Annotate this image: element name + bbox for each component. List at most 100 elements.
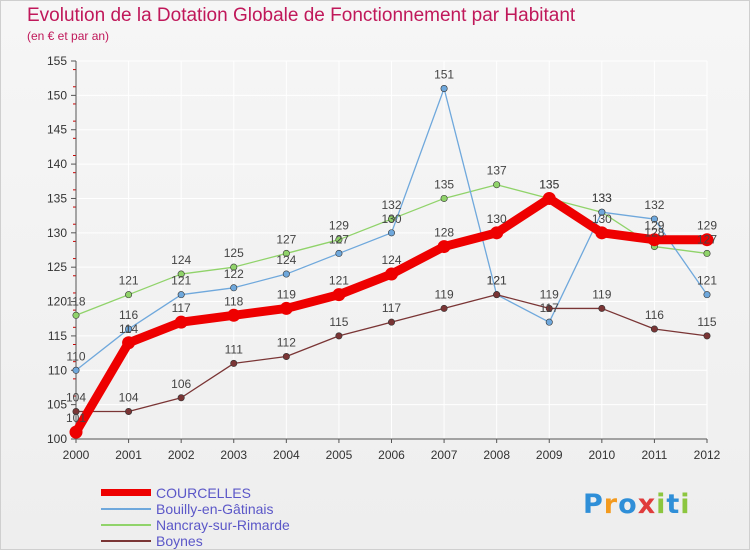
- data-point-courcelles: [279, 301, 293, 315]
- x-tick-label: 2010: [588, 448, 615, 462]
- data-label-courcelles: 128: [434, 226, 454, 240]
- data-point-boynes: [72, 408, 80, 416]
- proxiti-logo: Proxiti: [583, 489, 691, 520]
- data-label-courcelles: 119: [277, 287, 296, 301]
- data-point-boynes: [440, 304, 448, 312]
- data-label-boynes: 119: [592, 287, 611, 301]
- y-tick-label: 140: [47, 157, 67, 171]
- data-label-boynes: 106: [171, 377, 191, 391]
- data-point-courcelles: [437, 240, 451, 254]
- data-point-bouilly-en-g-tinais: [598, 208, 606, 216]
- data-label-nancray-sur-rimarde: 135: [539, 177, 559, 191]
- data-label-boynes: 115: [697, 315, 716, 329]
- data-point-nancray-sur-rimarde: [703, 249, 711, 257]
- legend-swatch-courcelles: [101, 489, 151, 496]
- logo-letter-2: r: [603, 489, 619, 520]
- data-point-boynes: [598, 304, 606, 312]
- data-label-boynes: 116: [645, 308, 664, 322]
- data-label-bouilly-en-g-tinais: 124: [276, 253, 296, 267]
- data-point-courcelles: [647, 233, 661, 247]
- data-label-bouilly-en-g-tinais: 110: [66, 349, 85, 363]
- y-tick-label: 120: [47, 295, 67, 309]
- data-label-courcelles: 129: [644, 219, 664, 233]
- data-point-boynes: [650, 325, 658, 333]
- chart-title: Evolution de la Dotation Globale de Fonc…: [27, 5, 576, 26]
- data-label-nancray-sur-rimarde: 125: [224, 246, 244, 260]
- data-label-courcelles: 135: [539, 177, 559, 191]
- data-label-courcelles: 130: [487, 212, 507, 226]
- data-label-courcelles: 101: [66, 411, 86, 425]
- data-label-bouilly-en-g-tinais: 151: [434, 67, 454, 81]
- data-point-nancray-sur-rimarde: [440, 194, 448, 202]
- logo-letter-1: P: [583, 489, 604, 520]
- data-label-bouilly-en-g-tinais: 117: [540, 301, 559, 315]
- x-tick-label: 2003: [220, 448, 247, 462]
- data-point-nancray-sur-rimarde: [493, 181, 501, 189]
- legend-label-bouilly: Bouilly-en-Gâtinais: [156, 501, 274, 517]
- y-tick-label: 100: [47, 432, 67, 446]
- data-label-courcelles: 121: [329, 274, 349, 288]
- x-tick-label: 2011: [642, 448, 668, 462]
- data-point-bouilly-en-g-tinais: [387, 229, 395, 237]
- data-label-bouilly-en-g-tinais: 122: [224, 267, 244, 281]
- y-tick-label: 105: [47, 398, 67, 412]
- legend-label-courcelles: COURCELLES: [156, 485, 251, 501]
- data-point-boynes: [493, 291, 501, 299]
- legend-swatch-boynes: [101, 540, 151, 542]
- logo-letter-6: t: [666, 489, 681, 520]
- data-point-boynes: [125, 408, 133, 416]
- data-label-nancray-sur-rimarde: 128: [644, 226, 664, 240]
- legend-swatch-nancray: [101, 524, 151, 526]
- data-point-bouilly-en-g-tinais: [177, 291, 185, 299]
- data-label-boynes: 104: [119, 391, 139, 405]
- legend-label-nancray: Nancray-sur-Rimarde: [156, 517, 290, 533]
- data-point-boynes: [545, 304, 553, 312]
- data-label-boynes: 111: [225, 342, 244, 356]
- series-lines: [69, 84, 714, 439]
- data-point-courcelles: [595, 226, 609, 240]
- logo-letter-3: o: [618, 489, 638, 520]
- x-tick-label: 2004: [273, 448, 300, 462]
- logo-letter-5: i: [656, 489, 667, 520]
- data-label-nancray-sur-rimarde: 135: [434, 177, 454, 191]
- y-tick-label: 130: [47, 226, 67, 240]
- data-label-nancray-sur-rimarde: 137: [487, 164, 507, 178]
- data-point-nancray-sur-rimarde: [230, 263, 238, 271]
- data-point-bouilly-en-g-tinais: [335, 249, 343, 257]
- data-label-boynes: 115: [329, 315, 348, 329]
- logo-letter-4: x: [637, 489, 657, 520]
- data-point-courcelles: [227, 308, 241, 322]
- data-label-boynes: 104: [66, 391, 86, 405]
- y-tick-label: 155: [47, 54, 67, 68]
- data-point-boynes: [230, 359, 238, 367]
- data-point-courcelles: [542, 191, 556, 205]
- data-point-bouilly-en-g-tinais: [125, 325, 133, 333]
- data-label-boynes: 119: [540, 287, 559, 301]
- x-tick-label: 2006: [378, 448, 405, 462]
- data-label-nancray-sur-rimarde: 127: [697, 232, 717, 246]
- data-point-courcelles: [69, 425, 83, 439]
- data-point-courcelles: [490, 226, 504, 240]
- data-label-bouilly-en-g-tinais: 121: [171, 274, 191, 288]
- data-point-courcelles: [122, 336, 136, 350]
- data-point-bouilly-en-g-tinais: [703, 291, 711, 299]
- data-label-nancray-sur-rimarde: 133: [592, 191, 612, 205]
- data-point-nancray-sur-rimarde: [387, 215, 395, 223]
- data-point-boynes: [177, 394, 185, 402]
- axes: 100 105 110 115 120 125 130 135 140 145 150 155 2000…: [47, 54, 721, 462]
- data-point-bouilly-en-g-tinais: [230, 284, 238, 292]
- chart-subtitle: (en € et par an): [27, 29, 110, 43]
- data-label-bouilly-en-g-tinais: 127: [329, 232, 349, 246]
- data-label-bouilly-en-g-tinais: 116: [119, 308, 138, 322]
- data-point-bouilly-en-g-tinais: [282, 270, 290, 278]
- y-tick-label: 135: [47, 191, 67, 205]
- data-label-courcelles: 118: [224, 294, 243, 308]
- data-label-nancray-sur-rimarde: 124: [171, 253, 191, 267]
- y-tick-label: 125: [47, 260, 67, 274]
- data-label-boynes: 117: [382, 301, 401, 315]
- data-label-courcelles: 130: [592, 212, 612, 226]
- data-point-nancray-sur-rimarde: [177, 270, 185, 278]
- data-label-bouilly-en-g-tinais: 130: [381, 212, 401, 226]
